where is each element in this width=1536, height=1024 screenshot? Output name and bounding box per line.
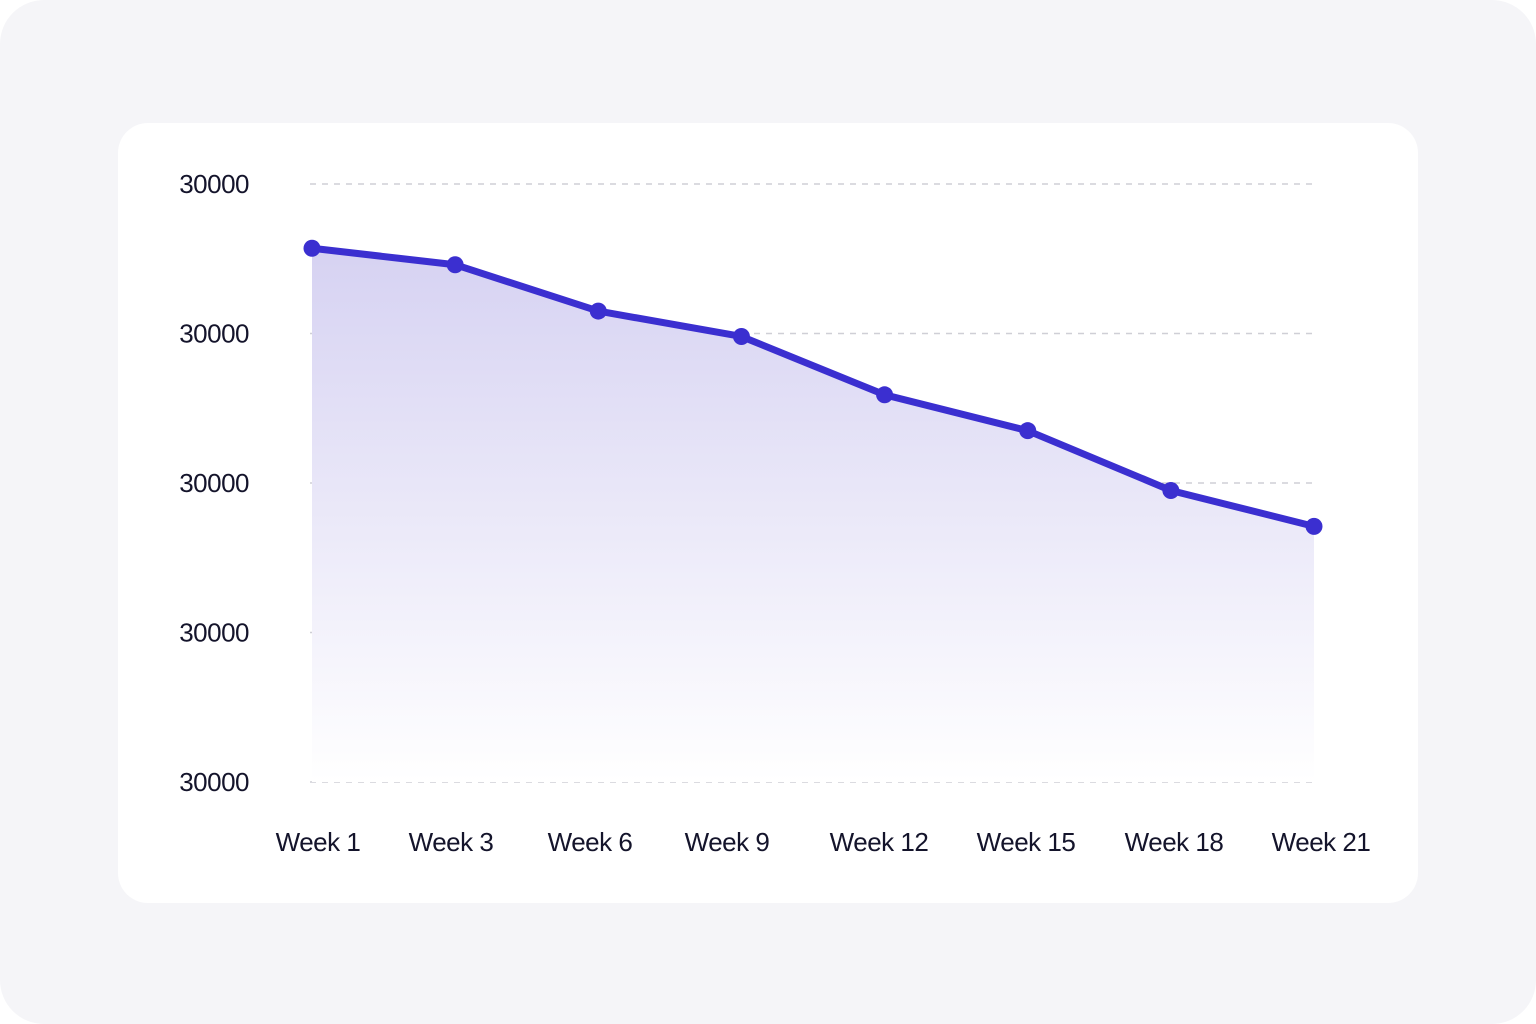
x-tick-label: Week 6 xyxy=(548,827,633,857)
data-point xyxy=(303,239,321,257)
data-point xyxy=(876,386,894,404)
data-point xyxy=(589,302,607,320)
x-tick-label: Week 21 xyxy=(1272,827,1371,857)
y-tick-label: 30000 xyxy=(179,468,249,498)
y-tick-label: 30000 xyxy=(179,767,249,797)
x-tick-label: Week 18 xyxy=(1125,827,1224,857)
y-tick-label: 30000 xyxy=(179,618,249,648)
data-point xyxy=(446,256,464,274)
data-point xyxy=(1019,422,1037,440)
y-tick-label: 30000 xyxy=(179,169,249,199)
x-axis-ticks: Week 1 Week 3 Week 6 Week 9 Week 12 Week 15 We… xyxy=(276,827,1371,857)
data-point xyxy=(1305,517,1323,535)
data-points xyxy=(303,239,1323,535)
x-tick-label: Week 15 xyxy=(977,827,1076,857)
area-fill-layer xyxy=(312,248,1314,782)
y-tick-label: 30000 xyxy=(179,319,249,349)
data-point xyxy=(1162,481,1180,499)
area-fill xyxy=(312,248,1314,782)
series-line-layer xyxy=(308,244,1318,530)
x-tick-label: Week 9 xyxy=(685,827,770,857)
x-tick-label: Week 3 xyxy=(409,827,494,857)
x-tick-label: Week 1 xyxy=(276,827,361,857)
y-axis-ticks: 30000 30000 30000 30000 30000 xyxy=(179,169,249,797)
data-point xyxy=(732,327,750,345)
x-tick-label: Week 12 xyxy=(830,827,929,857)
series-line xyxy=(308,244,1318,530)
